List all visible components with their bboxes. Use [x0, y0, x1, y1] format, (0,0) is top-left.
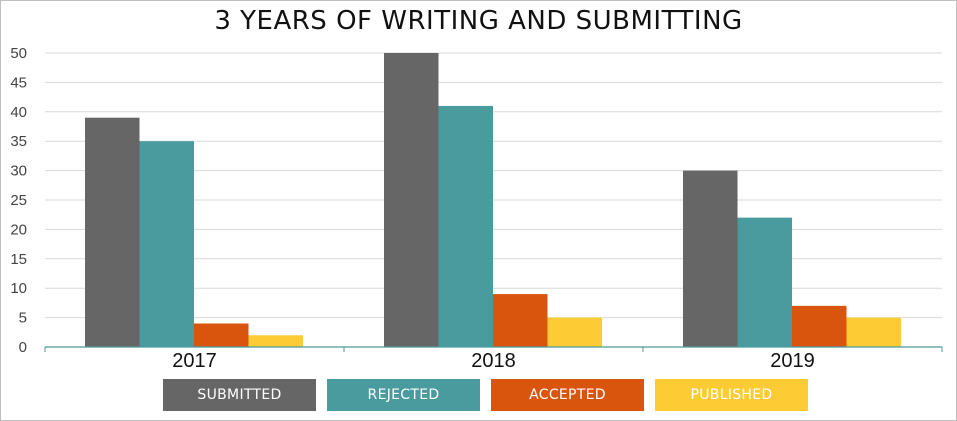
legend-item-rejected: REJECTED [327, 379, 480, 411]
y-tick-label: 50 [10, 45, 27, 62]
y-tick-label: 35 [10, 133, 27, 150]
y-tick-label: 15 [10, 251, 27, 268]
legend: SUBMITTED REJECTED ACCEPTED PUBLISHED [163, 379, 808, 411]
bar-published-2017 [248, 335, 303, 347]
x-tick-label: 2018 [471, 350, 516, 372]
bar-chart: 0 5 10 15 20 25 30 35 40 45 50 2017 2018 2019 [10, 45, 943, 372]
x-tick-label: 2017 [172, 350, 217, 372]
bars [85, 53, 901, 348]
y-tick-label: 45 [10, 74, 27, 91]
bar-accepted-2019 [792, 305, 847, 347]
y-tick-label: 0 [19, 339, 27, 356]
legend-item-accepted: ACCEPTED [491, 379, 644, 411]
bar-published-2019 [846, 317, 901, 347]
bar-rejected-2017 [139, 141, 194, 347]
y-tick-label: 40 [10, 104, 27, 121]
bar-rejected-2018 [438, 105, 493, 347]
chart-title: 3 YEARS OF WRITING AND SUBMITTING [214, 6, 743, 36]
bar-submitted-2017 [85, 117, 140, 348]
legend-item-published: PUBLISHED [655, 379, 808, 411]
y-tick-label: 20 [10, 221, 27, 238]
bar-accepted-2018 [493, 294, 548, 347]
bar-published-2018 [547, 317, 602, 347]
bar-accepted-2017 [194, 323, 249, 347]
bar-submitted-2019 [683, 170, 738, 347]
y-tick-label: 30 [10, 163, 27, 180]
x-axis: 2017 2018 2019 [44, 346, 943, 372]
bar-submitted-2018 [384, 53, 439, 347]
legend-item-submitted: SUBMITTED [163, 379, 316, 411]
y-tick-label: 25 [10, 192, 27, 209]
bar-rejected-2019 [737, 217, 792, 347]
y-tick-label: 5 [19, 310, 27, 327]
y-axis-ticks: 0 5 10 15 20 25 30 35 40 45 50 [10, 45, 27, 356]
x-tick-label: 2019 [770, 350, 815, 372]
y-tick-label: 10 [10, 280, 27, 297]
